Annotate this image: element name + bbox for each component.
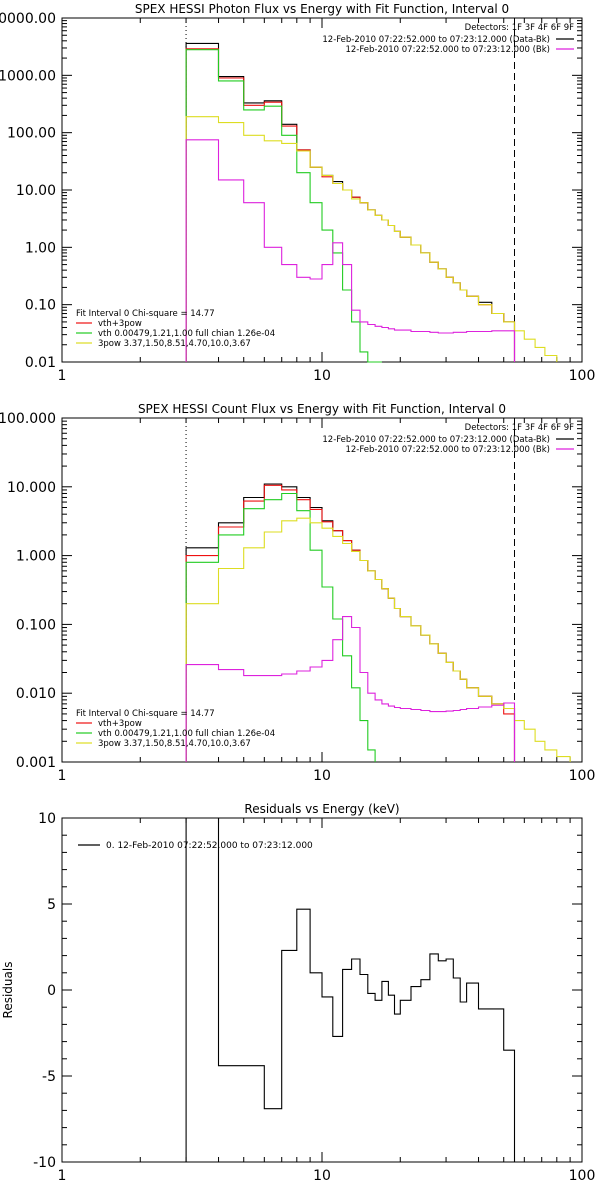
y-tick-label: -5 bbox=[42, 1069, 56, 1085]
y-tick-label: 10000.00 bbox=[0, 11, 56, 27]
series-pow-line bbox=[185, 116, 558, 362]
y-tick-label: 100.000 bbox=[0, 411, 56, 427]
series-fit-line bbox=[185, 48, 516, 362]
legend-entry-label: 3pow 3.37,1.50,8.51,4.70,10.0,3.67 bbox=[98, 739, 251, 749]
series-bk-line bbox=[185, 616, 516, 762]
x-tick-label: 10 bbox=[313, 768, 331, 784]
y-tick-label: 1.000 bbox=[16, 549, 56, 565]
x-tick-label: 100 bbox=[569, 368, 596, 384]
x-tick-label: 10 bbox=[313, 368, 331, 384]
x-tick-label: 1 bbox=[58, 1168, 67, 1184]
y-tick-label: 5 bbox=[47, 897, 56, 913]
chart-panel-2: SPEX HESSI Count Flux vs Energy with Fit… bbox=[0, 402, 595, 784]
detectors-label: Detectors: 1F 3F 4F 6F 9F bbox=[465, 423, 574, 433]
chart-panel-3: Residuals vs Energy (keV) 1 10 100 -10 -5 0 5 10… bbox=[1, 802, 595, 1184]
series-fit-line bbox=[185, 484, 516, 762]
y-tick-label: 100.00 bbox=[7, 126, 56, 142]
y-tick-label: 1000.00 bbox=[0, 68, 56, 84]
series-data-line bbox=[185, 42, 516, 362]
header-entry-label: 12-Feb-2010 07:22:52.000 to 07:23:12.000… bbox=[345, 45, 550, 55]
y-tick-label: 1.00 bbox=[25, 240, 56, 256]
y-axis-label: Residuals bbox=[1, 962, 15, 1019]
legend-entry-label: vth+3pow bbox=[98, 719, 142, 729]
header-entry-label: 12-Feb-2010 07:22:52.000 to 07:23:12.000… bbox=[322, 35, 550, 45]
legend-entry-label: 3pow 3.37,1.50,8.51,4.70,10.0,3.67 bbox=[98, 339, 251, 349]
chart-panel-1: SPEX HESSI Photon Flux vs Energy with Fi… bbox=[0, 2, 595, 384]
y-tick-label: -10 bbox=[33, 1155, 56, 1171]
legend-title: Fit Interval 0 Chi-square = 14.77 bbox=[76, 309, 215, 319]
x-tick-label: 10 bbox=[313, 1168, 331, 1184]
legend-entry-label: vth+3pow bbox=[98, 319, 142, 329]
x-tick-label: 100 bbox=[569, 1168, 596, 1184]
y-tick-label: 0.010 bbox=[16, 686, 56, 702]
legend-entry-label: vth 0.00479,1.21,1.00 full chian 1.26e-0… bbox=[98, 729, 275, 739]
y-tick-label: 10.000 bbox=[7, 480, 56, 496]
chart-title: SPEX HESSI Count Flux vs Energy with Fit… bbox=[138, 402, 506, 416]
y-tick-label: 0.10 bbox=[25, 298, 56, 314]
series-data-line bbox=[185, 817, 516, 1162]
y-tick-label: 0.100 bbox=[16, 617, 56, 633]
legend-entry-label: vth 0.00479,1.21,1.00 full chian 1.26e-0… bbox=[98, 329, 275, 339]
legend-entry-label: 0. 12-Feb-2010 07:22:52.000 to 07:23:12.… bbox=[106, 841, 313, 851]
x-tick-label: 100 bbox=[569, 768, 596, 784]
x-tick-label: 1 bbox=[58, 768, 67, 784]
header-entry-label: 12-Feb-2010 07:22:52.000 to 07:23:12.000… bbox=[322, 435, 550, 445]
chart-title: SPEX HESSI Photon Flux vs Energy with Fi… bbox=[135, 2, 509, 16]
y-tick-label: 10.00 bbox=[16, 183, 56, 199]
y-tick-label: 0.01 bbox=[25, 355, 56, 371]
detectors-label: Detectors: 1F 3F 4F 6F 9F bbox=[465, 23, 574, 33]
legend-title: Fit Interval 0 Chi-square = 14.77 bbox=[76, 709, 215, 719]
series-vth-line bbox=[185, 492, 376, 762]
x-tick-label: 1 bbox=[58, 368, 67, 384]
y-tick-label: 10 bbox=[38, 811, 56, 827]
series-vth-line bbox=[185, 49, 382, 363]
series-data-line bbox=[185, 483, 516, 762]
series-pow-line bbox=[185, 517, 571, 762]
chart-title: Residuals vs Energy (keV) bbox=[244, 802, 399, 816]
series-bk-line bbox=[185, 139, 516, 362]
header-entry-label: 12-Feb-2010 07:22:52.000 to 07:23:12.000… bbox=[345, 445, 550, 455]
y-tick-label: 0 bbox=[47, 983, 56, 999]
y-tick-label: 0.001 bbox=[16, 755, 56, 771]
